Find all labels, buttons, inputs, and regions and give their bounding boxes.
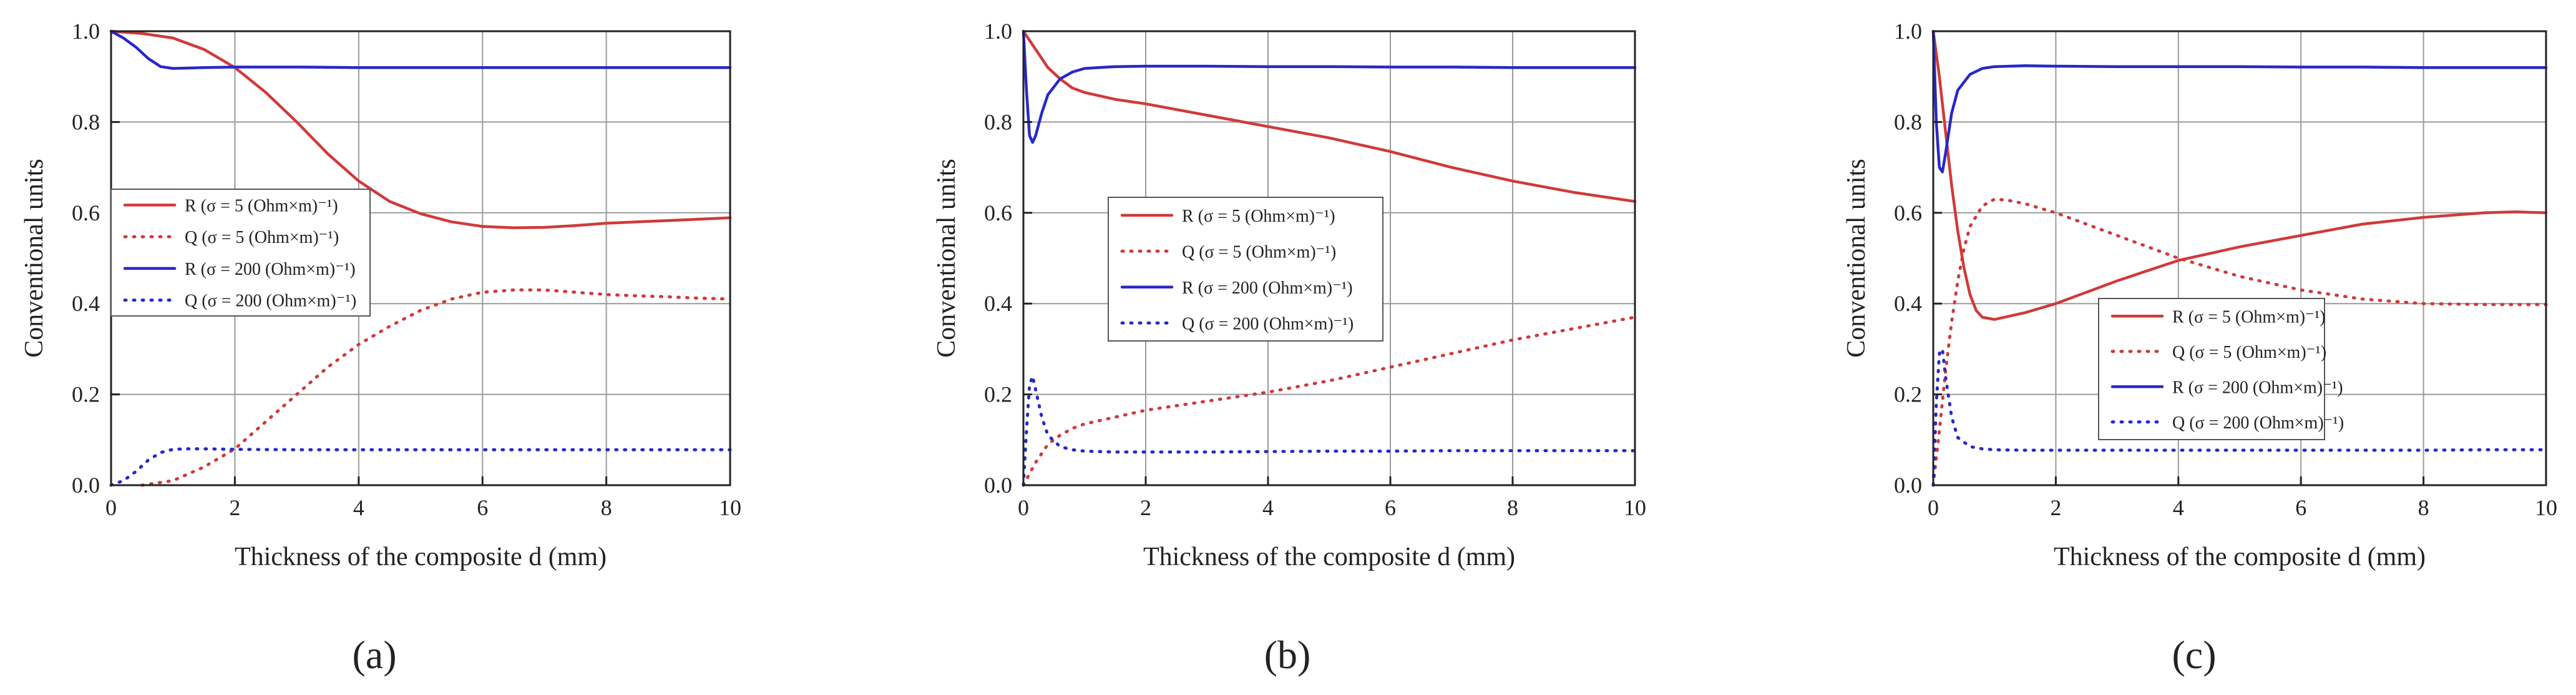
x-tick-label: 10 xyxy=(2535,495,2557,520)
plot-frame xyxy=(1932,30,2547,486)
y-tick-label: 1.0 xyxy=(984,19,1012,44)
y-tick-label: 0.6 xyxy=(72,200,100,225)
legend-entry-label: Q (σ = 5 (Ohm×m)⁻¹) xyxy=(185,228,339,247)
x-tick-label: 2 xyxy=(229,495,240,520)
y-tick-label: 0.8 xyxy=(72,109,100,134)
x-tick-label: 4 xyxy=(2173,495,2184,520)
legend-entry-label: R (σ = 5 (Ohm×m)⁻¹) xyxy=(2172,307,2326,327)
series-line-r-sigma-200 xyxy=(1931,29,2548,174)
y-tick-label: 0.4 xyxy=(72,291,100,316)
panel-label: (c) xyxy=(2172,633,2216,677)
legend-entry-label: R (σ = 200 (Ohm×m)⁻¹) xyxy=(1182,278,1353,298)
legend: R (σ = 5 (Ohm×m)⁻¹) Q (σ = 5 (Ohm×m)⁻¹) R … xyxy=(2098,298,2344,440)
y-tick-label: 0.0 xyxy=(72,473,100,498)
x-tick-label: 10 xyxy=(719,495,741,520)
series-line-r-sigma-200 xyxy=(1022,29,1637,144)
legend-entry-label: R (σ = 5 (Ohm×m)⁻¹) xyxy=(185,196,338,215)
y-tick-label: 0.4 xyxy=(1894,291,1922,316)
y-tick-label: 0.6 xyxy=(1894,200,1922,225)
legend-entry-label: Q (σ = 200 (Ohm×m)⁻¹) xyxy=(1182,314,1354,333)
y-tick-label: 0.8 xyxy=(1894,109,1922,134)
x-tick-label: 6 xyxy=(2295,495,2306,520)
legend-entry-label: Q (σ = 200 (Ohm×m)⁻¹) xyxy=(2172,413,2344,433)
y-axis-label: Conventional units xyxy=(1842,159,1871,358)
x-tick-label: 4 xyxy=(1262,495,1274,520)
series-line-r-sigma-200 xyxy=(109,29,732,70)
y-tick-label: 0.6 xyxy=(984,200,1012,225)
y-axis-label: Conventional units xyxy=(932,159,961,358)
y-tick-label: 0.8 xyxy=(984,109,1012,134)
legend: R (σ = 5 (Ohm×m)⁻¹) Q (σ = 5 (Ohm×m)⁻¹) R … xyxy=(110,189,371,317)
legend-entry-label: Q (σ = 5 (Ohm×m)⁻¹) xyxy=(1182,242,1336,262)
x-tick-label: 6 xyxy=(477,495,488,520)
x-tick-label: 8 xyxy=(601,495,612,520)
y-tick-label: 0.2 xyxy=(984,382,1012,407)
series-line-q-sigma-5 xyxy=(1022,315,1637,487)
series-line-r-sigma-5 xyxy=(1022,29,1637,203)
y-tick-label: 1.0 xyxy=(72,19,100,44)
legend-entry-label: Q (σ = 200 (Ohm×m)⁻¹) xyxy=(185,292,356,311)
legend-entry-label: Q (σ = 5 (Ohm×m)⁻¹) xyxy=(2172,343,2326,362)
x-tick-label: 0 xyxy=(105,495,117,520)
chart-panel-a: 0 2 4 6 8 10 0.0 0.2 0.4 0.6 0.8 1.0 Thickness of th… xyxy=(20,19,741,571)
panel-label: (b) xyxy=(1264,633,1311,677)
legend-entry-label: R (σ = 200 (Ohm×m)⁻¹) xyxy=(185,260,356,279)
x-tick-label: 4 xyxy=(353,495,364,520)
chart-panel-c: 0 2 4 6 8 10 0.0 0.2 0.4 0.6 0.8 1.0 Thickness of th… xyxy=(1842,19,2557,571)
series-line-q-sigma-5 xyxy=(140,288,732,487)
x-tick-label: 2 xyxy=(2050,495,2061,520)
legend-box xyxy=(1108,197,1383,342)
series-line-r-sigma-5 xyxy=(109,29,732,230)
x-tick-label: 8 xyxy=(2418,495,2429,520)
x-tick-label: 6 xyxy=(1385,495,1396,520)
x-axis-label: Thickness of the composite d (mm) xyxy=(235,543,607,571)
x-axis-label: Thickness of the composite d (mm) xyxy=(1143,543,1515,571)
legend: R (σ = 5 (Ohm×m)⁻¹) Q (σ = 5 (Ohm×m)⁻¹) R … xyxy=(1108,197,1383,342)
x-axis-label: Thickness of the composite d (mm) xyxy=(2054,543,2426,571)
x-tick-label: 0 xyxy=(1928,495,1939,520)
legend-box xyxy=(2098,298,2325,440)
y-tick-label: 0.0 xyxy=(1894,473,1922,498)
chart-panel-b: 0 2 4 6 8 10 0.0 0.2 0.4 0.6 0.8 1.0 Thickness of th… xyxy=(932,19,1646,571)
y-tick-label: 1.0 xyxy=(1894,19,1922,44)
series-line-r-sigma-5 xyxy=(1931,29,2548,321)
x-tick-label: 0 xyxy=(1018,495,1029,520)
series-line-q-sigma-200 xyxy=(1022,375,1637,487)
y-tick-label: 0.0 xyxy=(984,473,1012,498)
legend-entry-label: R (σ = 200 (Ohm×m)⁻¹) xyxy=(2172,378,2343,397)
y-tick-label: 0.2 xyxy=(1894,382,1922,407)
x-tick-label: 2 xyxy=(1140,495,1151,520)
x-tick-label: 10 xyxy=(1624,495,1646,520)
y-tick-label: 0.2 xyxy=(72,382,100,407)
y-tick-label: 0.4 xyxy=(984,291,1012,316)
y-axis-label: Conventional units xyxy=(20,159,49,358)
legend-entry-label: R (σ = 5 (Ohm×m)⁻¹) xyxy=(1182,207,1335,226)
plot-frame xyxy=(1022,30,1636,486)
x-tick-label: 8 xyxy=(1507,495,1518,520)
legend-box xyxy=(110,189,371,317)
panel-label: (a) xyxy=(352,633,396,677)
series-line-q-sigma-200 xyxy=(109,447,732,487)
series-line-q-sigma-5 xyxy=(1931,197,2548,487)
series-line-q-sigma-200 xyxy=(1931,347,2548,487)
